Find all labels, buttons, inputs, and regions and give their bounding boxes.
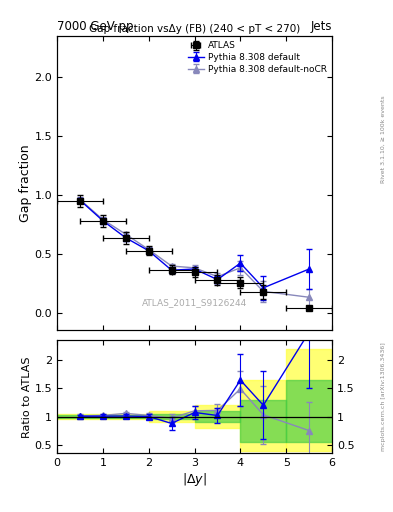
Legend: ATLAS, Pythia 8.308 default, Pythia 8.308 default-noCR: ATLAS, Pythia 8.308 default, Pythia 8.30… xyxy=(184,38,330,77)
Y-axis label: Gap fraction: Gap fraction xyxy=(18,144,31,222)
Text: mcplots.cern.ch [arXiv:1306.3436]: mcplots.cern.ch [arXiv:1306.3436] xyxy=(381,343,386,451)
Y-axis label: Ratio to ATLAS: Ratio to ATLAS xyxy=(22,356,32,438)
Text: 7000 GeV pp: 7000 GeV pp xyxy=(57,20,134,33)
Text: ATLAS_2011_S9126244: ATLAS_2011_S9126244 xyxy=(142,297,247,307)
Title: Gap fraction vsΔy (FB) (240 < pT < 270): Gap fraction vsΔy (FB) (240 < pT < 270) xyxy=(89,24,300,34)
X-axis label: $|\Delta y|$: $|\Delta y|$ xyxy=(182,471,207,488)
Text: Jets: Jets xyxy=(310,20,332,33)
Text: Rivet 3.1.10, ≥ 100k events: Rivet 3.1.10, ≥ 100k events xyxy=(381,95,386,183)
